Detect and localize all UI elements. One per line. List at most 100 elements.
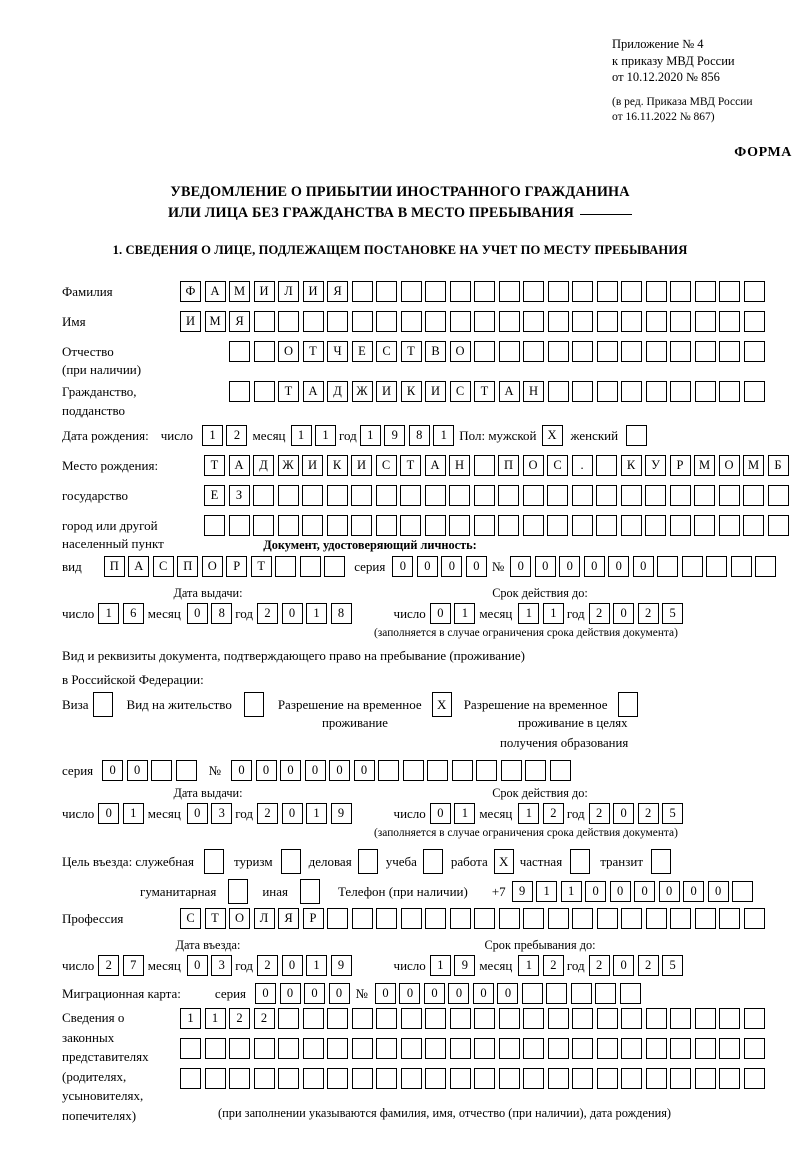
grid-cell[interactable]: М bbox=[743, 455, 764, 476]
grid-cell[interactable] bbox=[277, 485, 299, 506]
grid-cell[interactable] bbox=[376, 1068, 397, 1089]
grid-cell[interactable]: Т bbox=[204, 908, 226, 929]
grid-cell[interactable] bbox=[425, 1068, 446, 1089]
grid-cell[interactable]: 0 bbox=[279, 983, 301, 1004]
checkbox-purpose-study[interactable] bbox=[422, 849, 443, 874]
grid-cell[interactable] bbox=[351, 1068, 373, 1089]
grid-cell[interactable]: 0 bbox=[585, 881, 607, 902]
grid-cell[interactable] bbox=[596, 381, 618, 402]
grid-cell[interactable] bbox=[572, 1038, 593, 1059]
grid-cell[interactable] bbox=[449, 1038, 471, 1059]
grid-cell[interactable]: 0 bbox=[634, 881, 656, 902]
grid-cell[interactable]: Я bbox=[278, 908, 299, 929]
grid-cell[interactable]: 1 bbox=[429, 955, 451, 976]
grid-cell[interactable] bbox=[596, 515, 617, 536]
checkbox-male[interactable]: X bbox=[541, 425, 563, 446]
grid-cell[interactable]: 1 bbox=[98, 603, 120, 624]
grid-cell[interactable] bbox=[571, 515, 593, 536]
grid-cell[interactable]: 2 bbox=[226, 425, 248, 446]
legal-rep-row2-cells[interactable] bbox=[180, 1038, 765, 1059]
grid-cell[interactable] bbox=[451, 760, 473, 781]
grid-cell[interactable] bbox=[275, 556, 297, 577]
grid-cell[interactable]: Б bbox=[767, 455, 789, 476]
grid-cell[interactable] bbox=[400, 908, 422, 929]
grid-cell[interactable]: Я bbox=[229, 311, 250, 332]
grid-cell[interactable]: 2 bbox=[637, 803, 659, 824]
grid-cell[interactable] bbox=[498, 1008, 520, 1029]
grid-cell[interactable] bbox=[400, 1008, 422, 1029]
grid-cell[interactable]: 0 bbox=[448, 983, 470, 1004]
grid-cell[interactable]: 1 bbox=[542, 603, 564, 624]
grid-cell[interactable] bbox=[694, 281, 716, 302]
grid-cell[interactable] bbox=[204, 515, 225, 536]
grid-cell[interactable] bbox=[645, 1008, 667, 1029]
grid-cell[interactable] bbox=[669, 485, 691, 506]
grid-cell[interactable]: О bbox=[718, 455, 740, 476]
grid-cell[interactable] bbox=[229, 381, 250, 402]
grid-cell[interactable]: О bbox=[278, 341, 299, 362]
grid-cell[interactable] bbox=[302, 311, 324, 332]
grid-cell[interactable] bbox=[204, 1068, 226, 1089]
grid-cell[interactable]: С bbox=[547, 455, 568, 476]
grid-cell[interactable] bbox=[498, 485, 519, 506]
grid-cell[interactable] bbox=[645, 281, 667, 302]
grid-cell[interactable] bbox=[522, 485, 544, 506]
grid-cell[interactable] bbox=[402, 760, 424, 781]
grid-cell[interactable] bbox=[253, 1038, 275, 1059]
grid-cell[interactable]: 0 bbox=[559, 556, 581, 577]
grid-cell[interactable] bbox=[547, 515, 568, 536]
grid-cell[interactable]: 0 bbox=[683, 881, 705, 902]
grid-cell[interactable]: 0 bbox=[429, 803, 451, 824]
grid-cell[interactable] bbox=[719, 341, 740, 362]
grid-cell[interactable]: Ф bbox=[180, 281, 201, 302]
grid-cell[interactable] bbox=[645, 908, 667, 929]
grid-cell[interactable] bbox=[767, 515, 789, 536]
grid-cell[interactable]: 2 bbox=[637, 955, 659, 976]
grid-cell[interactable] bbox=[549, 760, 571, 781]
grid-cell[interactable]: 1 bbox=[290, 425, 312, 446]
grid-cell[interactable] bbox=[522, 515, 544, 536]
checkbox-residence-permit[interactable] bbox=[243, 692, 264, 717]
grid-cell[interactable] bbox=[351, 485, 372, 506]
grid-cell[interactable]: И bbox=[180, 311, 201, 332]
grid-cell[interactable] bbox=[400, 515, 421, 536]
grid-cell[interactable] bbox=[767, 485, 789, 506]
grid-cell[interactable] bbox=[621, 381, 642, 402]
grid-cell[interactable] bbox=[743, 515, 764, 536]
grid-cell[interactable] bbox=[228, 515, 250, 536]
grid-cell[interactable] bbox=[498, 1038, 520, 1059]
grid-cell[interactable]: 8 bbox=[408, 425, 430, 446]
grid-cell[interactable]: 1 bbox=[359, 425, 381, 446]
grid-cell[interactable]: 0 bbox=[399, 983, 421, 1004]
grid-cell[interactable] bbox=[546, 983, 568, 1004]
grid-cell[interactable] bbox=[596, 455, 617, 476]
grid-cell[interactable] bbox=[670, 1008, 691, 1029]
grid-cell[interactable]: И bbox=[302, 455, 323, 476]
grid-cell[interactable]: Т bbox=[278, 381, 299, 402]
grid-cell[interactable]: О bbox=[522, 455, 544, 476]
grid-cell[interactable] bbox=[326, 515, 348, 536]
grid-cell[interactable]: Т bbox=[250, 556, 272, 577]
grid-cell[interactable]: 0 bbox=[632, 556, 654, 577]
grid-cell[interactable]: 0 bbox=[423, 983, 445, 1004]
grid-cell[interactable] bbox=[743, 1008, 765, 1029]
grid-cell[interactable] bbox=[327, 1038, 348, 1059]
grid-cell[interactable]: 0 bbox=[231, 760, 253, 781]
grid-cell[interactable] bbox=[694, 1038, 716, 1059]
grid-cell[interactable]: 1 bbox=[454, 603, 476, 624]
grid-cell[interactable]: А bbox=[204, 281, 226, 302]
grid-cell[interactable]: 0 bbox=[613, 955, 635, 976]
grid-cell[interactable] bbox=[621, 908, 642, 929]
grid-cell[interactable] bbox=[278, 311, 299, 332]
grid-cell[interactable]: 0 bbox=[613, 603, 635, 624]
grid-cell[interactable]: У bbox=[645, 455, 666, 476]
grid-cell[interactable]: 0 bbox=[658, 881, 680, 902]
grid-cell[interactable]: С bbox=[449, 381, 471, 402]
